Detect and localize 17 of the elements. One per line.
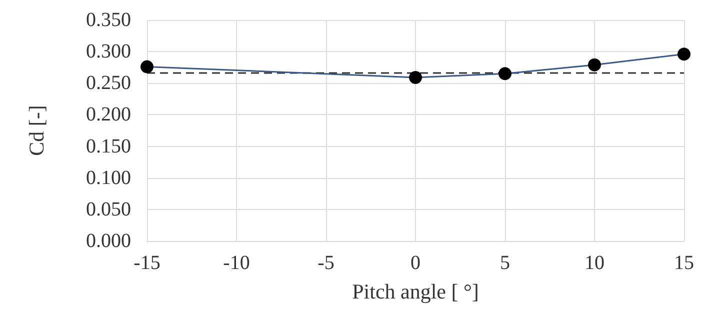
x-axis-title: Pitch angle [ °] [352,280,479,304]
y-axis-title: Cd [-] [24,105,48,156]
x-tick-label: 5 [500,252,510,274]
y-tick-label: 0.200 [86,104,131,126]
y-tick-label: 0.150 [86,135,131,158]
x-tick-label: -10 [223,252,250,274]
y-tick-label: 0.100 [86,166,131,189]
x-tick-label: -5 [318,252,334,274]
y-tick-label: 0.350 [86,9,131,31]
y-tick-label: 0.050 [86,198,131,220]
x-tick-label: 15 [674,252,694,274]
y-tick-label: 0.300 [86,40,131,63]
y-tick-label: 0.250 [86,72,131,94]
x-tick-label: 0 [410,252,420,274]
y-tick-label: 0.000 [86,230,131,252]
x-tick-label: -15 [134,252,160,274]
x-tick-label: 10 [584,252,604,274]
